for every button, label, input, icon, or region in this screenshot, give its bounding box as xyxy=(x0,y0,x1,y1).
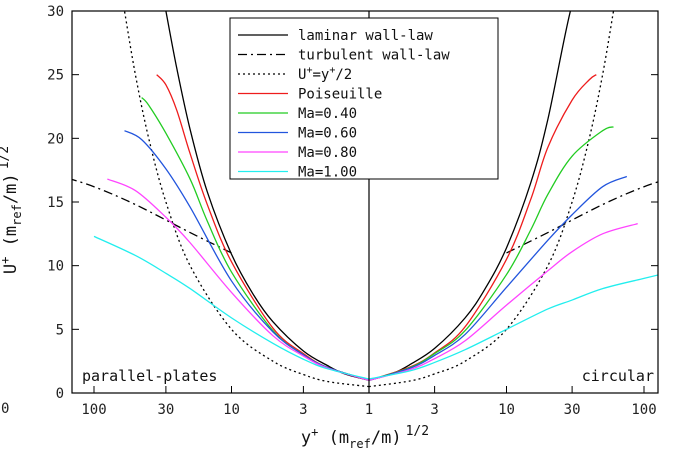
legend-label-ma-0-40: Ma=0.40 xyxy=(298,106,357,122)
legend-label-turbulent-wall-law: turbulent wall-law xyxy=(298,48,450,64)
series-turbulent-wall-law-right xyxy=(506,181,658,254)
y-tick-label-25: 25 xyxy=(47,68,64,84)
legend: laminar wall-law turbulent wall-lawU+=y+/… xyxy=(229,17,499,181)
x-tick-label-left-30: 30 xyxy=(157,402,174,418)
series-ma-1-00-right xyxy=(368,274,658,380)
legend-label-laminar-wall-law: laminar wall-law xyxy=(298,28,433,44)
series-ma-0-60-right xyxy=(368,175,628,381)
x-tick-label-right-30: 30 xyxy=(564,402,581,418)
y-tick-label-20: 20 xyxy=(47,131,64,147)
y-tick-label-10: 10 xyxy=(47,259,64,275)
axis-layer: 100 30 10 3 1 3 10 30 100 0 5 10 15 20 25 30 xyxy=(47,4,658,418)
y-tick-label-5: 5 xyxy=(56,322,64,338)
series-ma-0-80-left xyxy=(107,178,370,381)
series-layer xyxy=(72,11,658,388)
legend-label-poiseuille: Poiseuille xyxy=(298,87,382,103)
x-tick-label-right-3: 3 xyxy=(430,402,438,418)
annotation-circular: circular xyxy=(582,367,654,385)
series-ma-1-00-left xyxy=(93,235,370,380)
y-tick-label-15: 15 xyxy=(47,195,64,211)
y-axis-title: U+ (mref/m)1/2 xyxy=(0,146,24,274)
legend-label-ma-0-80: Ma=0.80 xyxy=(298,145,357,161)
legend-label-ma-0-60: Ma=0.60 xyxy=(298,126,357,142)
x-tick-label-left-3: 3 xyxy=(299,402,307,418)
x-tick-label-left-10: 10 xyxy=(223,402,240,418)
series-ma-0-40-right xyxy=(368,126,614,381)
legend-label-ma-1-00: Ma=1.00 xyxy=(298,165,357,181)
legend-label-u-y-2: U+=y+/2 xyxy=(298,65,352,83)
y-tick-label-0: 0 xyxy=(56,386,64,402)
series-ma-0-80-right xyxy=(368,223,638,381)
y-tick-label-30: 30 xyxy=(47,4,64,20)
x-axis-title: y+ (mref/m) 1/2 xyxy=(301,424,429,450)
x-tick-label-right-100: 100 xyxy=(631,402,656,418)
x-tick-label-left-100: 100 xyxy=(81,402,106,418)
stray-tick-label: 0 xyxy=(1,401,9,417)
series-laminar-wall-law-left xyxy=(165,11,370,381)
x-tick-label-center-1: 1 xyxy=(365,402,373,418)
annotation-parallel-plates: parallel-plates xyxy=(82,367,217,385)
x-tick-label-right-10: 10 xyxy=(498,402,515,418)
series-u-y-2-left xyxy=(123,11,370,388)
series-u-y-2-right xyxy=(368,11,615,388)
series-laminar-wall-law-right xyxy=(368,11,582,381)
